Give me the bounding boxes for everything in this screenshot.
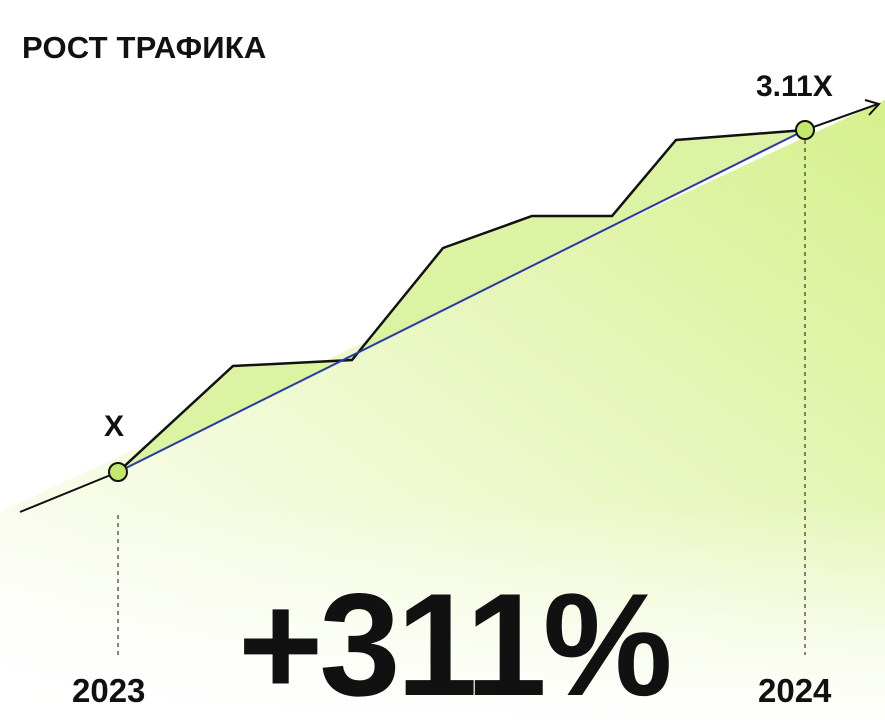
arrow-head-icon [864,99,881,116]
start-point [108,462,128,482]
start-value-label: X [104,410,125,443]
traffic-series-line [117,128,806,473]
end-value-label: 3.11X [756,70,833,103]
axis-end-segment [804,103,879,131]
growth-percentage: +311% [238,563,673,726]
trend-line [117,129,806,473]
chart-title: РОСТ ТРАФИКА [22,30,267,65]
axis-trend-arrow [19,471,119,513]
end-point [795,120,815,140]
background-fade [0,500,885,725]
x-tick-2023: 2023 [72,672,146,709]
x-tick-2024: 2024 [758,672,832,709]
